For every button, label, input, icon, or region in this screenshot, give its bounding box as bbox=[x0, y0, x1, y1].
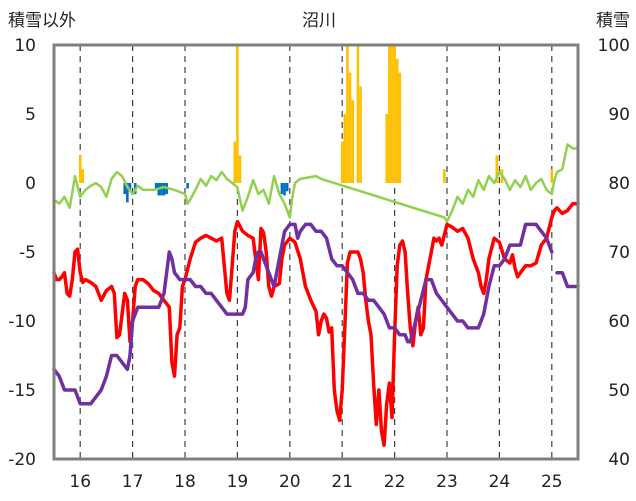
bar bbox=[340, 141, 344, 183]
chart-title: 沼川 bbox=[302, 11, 336, 31]
bar bbox=[356, 45, 360, 183]
bar bbox=[443, 169, 446, 183]
left-tick-label: -20 bbox=[8, 450, 36, 470]
bar bbox=[398, 72, 402, 183]
x-tick-label: 24 bbox=[489, 472, 511, 492]
left-tick-label: 10 bbox=[14, 36, 36, 56]
right-tick-label: 40 bbox=[608, 450, 630, 470]
x-tick-label: 25 bbox=[541, 472, 563, 492]
bar bbox=[393, 45, 396, 183]
series-line bbox=[555, 270, 580, 289]
bar bbox=[160, 183, 163, 196]
x-tick-label: 20 bbox=[279, 472, 301, 492]
plot-frame bbox=[52, 43, 580, 461]
bar bbox=[236, 45, 239, 183]
bar bbox=[385, 114, 389, 183]
bar bbox=[285, 183, 289, 192]
bar bbox=[343, 114, 347, 183]
x-tick-label: 23 bbox=[436, 472, 458, 492]
right-tick-label: 70 bbox=[608, 243, 630, 263]
bar bbox=[390, 45, 394, 183]
left-tick-label: -5 bbox=[19, 243, 36, 263]
bar bbox=[395, 58, 399, 183]
right-tick-label: 100 bbox=[598, 36, 630, 56]
bar bbox=[233, 141, 237, 183]
bar bbox=[495, 155, 499, 183]
bar bbox=[238, 155, 242, 183]
bar bbox=[283, 183, 286, 196]
bar bbox=[126, 183, 129, 203]
x-tick-label: 22 bbox=[384, 472, 406, 492]
right-tick-label: 60 bbox=[608, 312, 630, 332]
series-line bbox=[52, 222, 554, 406]
right-axis-label: 積雪 bbox=[596, 11, 630, 31]
right-tick-label: 80 bbox=[608, 174, 630, 194]
bar bbox=[348, 72, 352, 183]
x-tick-label: 18 bbox=[174, 472, 196, 492]
bar bbox=[162, 183, 166, 196]
bar bbox=[346, 45, 349, 183]
x-tick-label: 21 bbox=[331, 472, 353, 492]
left-tick-label: -15 bbox=[8, 381, 36, 401]
left-tick-label: 0 bbox=[25, 174, 36, 194]
x-tick-label: 16 bbox=[69, 472, 91, 492]
bar bbox=[388, 45, 391, 183]
bar bbox=[78, 155, 82, 183]
left-axis-label: 積雪以外 bbox=[8, 11, 76, 31]
bar bbox=[186, 183, 189, 189]
bar bbox=[359, 86, 362, 183]
bar bbox=[81, 169, 85, 183]
bar bbox=[550, 169, 554, 183]
bar bbox=[123, 183, 127, 195]
line-series bbox=[52, 143, 580, 447]
bar bbox=[154, 183, 158, 190]
bar bbox=[351, 100, 354, 183]
x-tick-label: 19 bbox=[227, 472, 249, 492]
bar bbox=[128, 183, 132, 192]
left-tick-label: -10 bbox=[8, 312, 36, 332]
series-line bbox=[52, 143, 580, 223]
grid-lines bbox=[79, 45, 553, 459]
left-tick-label: 5 bbox=[25, 105, 36, 125]
bar-series bbox=[78, 45, 554, 203]
bar bbox=[280, 183, 284, 195]
tick-labels: 16 17 18 19 20 21 22 23 24 251050-5-10-15-2010090… bbox=[8, 36, 630, 492]
right-tick-label: 90 bbox=[608, 105, 630, 125]
right-tick-label: 50 bbox=[608, 381, 630, 401]
x-tick-label: 17 bbox=[122, 472, 144, 492]
